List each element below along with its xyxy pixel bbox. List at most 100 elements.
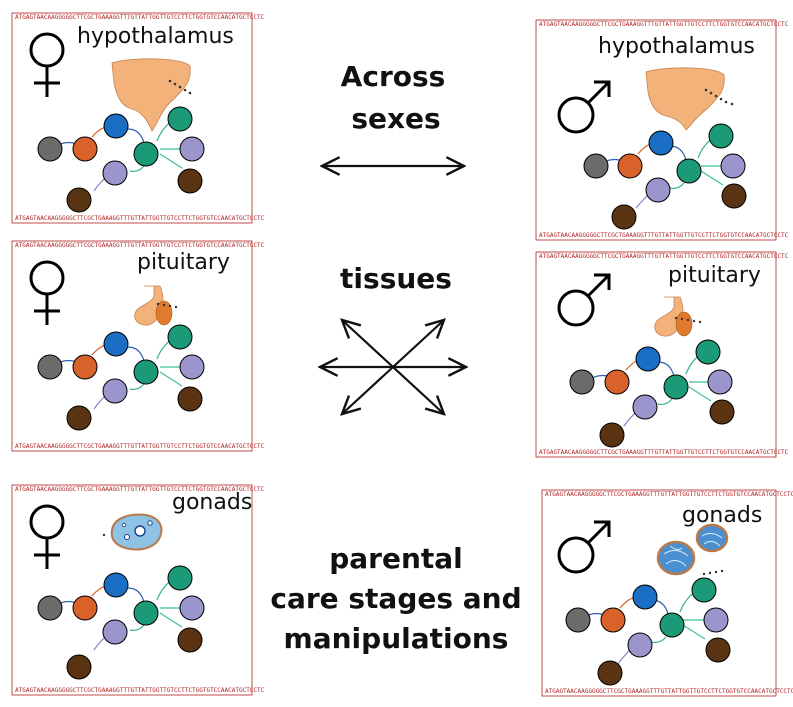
female-symbol-icon xyxy=(29,260,65,325)
node-blue xyxy=(103,572,129,598)
node-teal xyxy=(133,359,159,385)
center-label-tissues: tissues xyxy=(340,262,452,295)
tissue-label: gonads xyxy=(172,490,252,515)
panel-border xyxy=(541,489,777,697)
node-brown xyxy=(705,637,731,663)
tissue-label: pituitary xyxy=(668,263,761,288)
node-brown xyxy=(177,386,203,412)
node-lavender xyxy=(179,354,205,380)
node-gray xyxy=(565,607,591,633)
tissue-label: gonads xyxy=(682,503,762,528)
node-orange xyxy=(72,595,98,621)
sequence-border-bottom: ATGAGTAACAAGGGGGCTTCGCTGAAAGGTTTGTTATTGG… xyxy=(15,443,265,450)
pituitary-organ-icon xyxy=(654,296,702,337)
node-teal xyxy=(133,141,159,167)
gene-network xyxy=(37,565,205,680)
node-gray xyxy=(569,369,595,395)
node-brown xyxy=(66,405,92,431)
sequence-border-bottom: ATGAGTAACAAGGGGGCTTCGCTGAAAGGTTTGTTATTGG… xyxy=(539,232,789,239)
node-gray xyxy=(583,153,609,179)
node-teal xyxy=(167,324,193,350)
node-lavender xyxy=(707,369,733,395)
male-symbol-icon xyxy=(557,80,611,134)
panel-border xyxy=(11,12,253,224)
node-brown xyxy=(177,627,203,653)
node-orange xyxy=(72,354,98,380)
node-teal xyxy=(659,612,685,638)
panel-male-gonads: ATGAGTAACAAGGGGGCTTCGCTGAAAGGTTTGTTATTGG… xyxy=(541,489,793,697)
node-orange xyxy=(72,136,98,162)
node-lavender xyxy=(703,607,729,633)
node-lavender xyxy=(102,619,128,645)
male-symbol-icon xyxy=(557,520,611,574)
node-gray xyxy=(37,136,63,162)
node-orange xyxy=(617,153,643,179)
node-teal xyxy=(133,600,159,626)
female-symbol-icon xyxy=(29,32,65,97)
panel-male-hypothalamus: ATGAGTAACAAGGGGGCTTCGCTGAAAGGTTTGTTATTGG… xyxy=(535,19,789,241)
node-gray xyxy=(37,595,63,621)
center-label-manipulations: manipulations xyxy=(284,622,509,655)
center-label-parental: parental xyxy=(329,542,463,575)
node-teal xyxy=(676,158,702,184)
node-teal xyxy=(708,123,734,149)
panel-male-pituitary: ATGAGTAACAAGGGGGCTTCGCTGAAAGGTTTGTTATTGG… xyxy=(535,251,789,458)
male-symbol-icon xyxy=(557,273,611,327)
gene-network xyxy=(37,106,205,213)
female-symbol-icon xyxy=(29,504,65,569)
panel-border xyxy=(11,240,253,452)
testis-organ-icon xyxy=(656,523,729,576)
node-brown xyxy=(597,660,623,686)
sequence-border-top: ATGAGTAACAAGGGGGCTTCGCTGAAAGGTTTGTTATTGG… xyxy=(15,14,265,21)
gene-network xyxy=(37,324,205,431)
node-blue xyxy=(632,584,658,610)
gene-network xyxy=(583,123,747,230)
node-blue xyxy=(103,113,129,139)
sequence-border-top: ATGAGTAACAAGGGGGCTTCGCTGAAAGGTTTGTTATTGG… xyxy=(15,242,265,249)
node-lavender xyxy=(179,595,205,621)
node-blue xyxy=(635,346,661,372)
panel-border xyxy=(535,19,777,241)
node-teal xyxy=(167,565,193,591)
node-lavender xyxy=(179,136,205,162)
node-teal xyxy=(663,374,689,400)
gene-network xyxy=(569,339,735,448)
sequence-border-bottom: ATGAGTAACAAGGGGGCTTCGCTGAAAGGTTTGTTATTGG… xyxy=(15,215,265,222)
center-label-care-stages: care stages and xyxy=(270,582,521,615)
node-lavender xyxy=(632,394,658,420)
node-gray xyxy=(37,354,63,380)
cross-arrows-icon xyxy=(320,320,466,414)
node-lavender xyxy=(102,378,128,404)
node-brown xyxy=(709,399,735,425)
panel-border xyxy=(535,251,777,458)
tissue-label: hypothalamus xyxy=(598,34,755,59)
sequence-border-top: ATGAGTAACAAGGGGGCTTCGCTGAAAGGTTTGTTATTGG… xyxy=(15,486,265,493)
node-brown xyxy=(66,187,92,213)
node-orange xyxy=(600,607,626,633)
center-label-sexes: sexes xyxy=(351,102,440,135)
hypothalamus-organ-icon xyxy=(111,58,192,132)
node-orange xyxy=(604,369,630,395)
sequence-border-top: ATGAGTAACAAGGGGGCTTCGCTGAAAGGTTTGTTATTGG… xyxy=(539,21,789,28)
tissue-label: hypothalamus xyxy=(77,24,234,49)
ovary-organ-icon xyxy=(102,513,163,551)
sequence-border-top: ATGAGTAACAAGGGGGCTTCGCTGAAAGGTTTGTTATTGG… xyxy=(539,253,789,260)
node-lavender xyxy=(720,153,746,179)
panel-female-hypothalamus: ATGAGTAACAAGGGGGCTTCGCTGAAAGGTTTGTTATTGG… xyxy=(11,12,265,224)
pituitary-organ-icon xyxy=(134,285,178,326)
gene-network xyxy=(565,577,731,686)
node-lavender xyxy=(102,160,128,186)
tissue-label: pituitary xyxy=(137,250,230,275)
node-teal xyxy=(691,577,717,603)
node-lavender xyxy=(627,632,653,658)
node-teal xyxy=(167,106,193,132)
center-label-across: Across xyxy=(341,60,446,93)
node-brown xyxy=(66,654,92,680)
sequence-border-bottom: ATGAGTAACAAGGGGGCTTCGCTGAAAGGTTTGTTATTGG… xyxy=(539,449,789,456)
panel-female-pituitary: ATGAGTAACAAGGGGGCTTCGCTGAAAGGTTTGTTATTGG… xyxy=(11,240,265,452)
node-teal xyxy=(695,339,721,365)
panel-border xyxy=(11,484,253,696)
node-brown xyxy=(177,168,203,194)
node-blue xyxy=(648,130,674,156)
